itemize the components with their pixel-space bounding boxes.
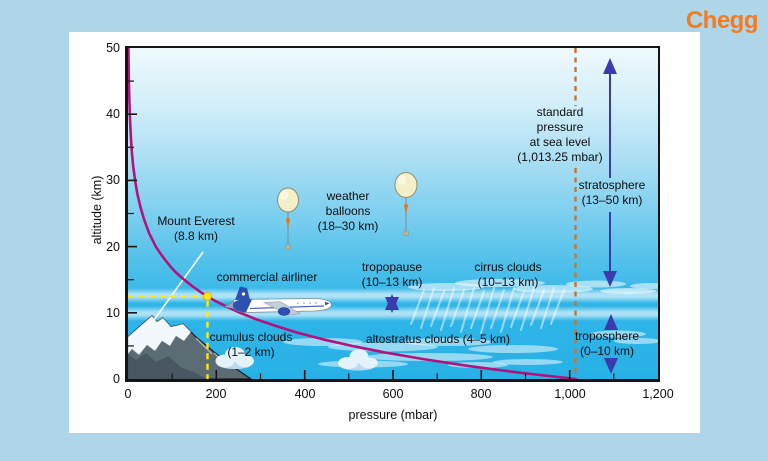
mount-everest-label: Mount Everest (8.8 km) <box>157 214 235 243</box>
airplane-illustration <box>223 286 332 316</box>
y-tick-label: 50 <box>106 41 120 55</box>
mount-everest-pointer-line <box>153 251 204 321</box>
y-tick-label: 0 <box>113 372 120 386</box>
axis-ticks <box>128 80 615 379</box>
y-axis-title: altitude (km) <box>90 175 104 245</box>
y-tick-label: 30 <box>106 173 120 187</box>
commercial-airliner-label: commercial airliner <box>216 270 318 284</box>
pressure-altitude-curve <box>128 48 577 379</box>
weather-balloon-left <box>277 187 299 250</box>
cumulus-clouds-label: cumulus clouds (1–2 km) <box>209 330 293 359</box>
weather-balloons-label: weather balloons (18–30 km) <box>317 189 379 233</box>
troposphere-label: troposphere (0–10 km) <box>574 329 640 358</box>
x-tick-label: 400 <box>294 387 316 401</box>
stratosphere-label: stratosphere (13–50 km) <box>578 178 646 207</box>
x-tick-label: 1,000 <box>554 387 586 401</box>
x-tick-label: 600 <box>382 387 404 401</box>
cumulus-clouds-illustration <box>215 347 378 371</box>
x-tick-label: 1,200 <box>642 387 674 401</box>
cruise-point-marker <box>203 291 212 301</box>
y-tick-label: 20 <box>106 240 120 254</box>
chegg-logo: Chegg <box>685 7 759 34</box>
altostratus-clouds-label: altostratus clouds (4–5 km) <box>365 332 511 346</box>
x-axis-title: pressure (mbar) <box>348 408 438 422</box>
tropopause-label: tropopause (10–13 km) <box>361 260 423 289</box>
y-tick-label: 10 <box>106 306 120 320</box>
weather-balloon-right <box>394 172 418 236</box>
cirrus-clouds-label: cirrus clouds (10–13 km) <box>474 260 542 289</box>
standard-pressure-label: standard pressure at sea level (1,013.25… <box>517 105 603 164</box>
x-tick-label: 800 <box>470 387 492 401</box>
x-tick-label: 200 <box>205 387 227 401</box>
x-tick-label: 0 <box>124 387 132 401</box>
y-tick-label: 40 <box>106 107 120 121</box>
plot-area <box>125 46 660 382</box>
plot-graphics <box>128 48 658 379</box>
cirrus-streaks <box>410 287 565 334</box>
